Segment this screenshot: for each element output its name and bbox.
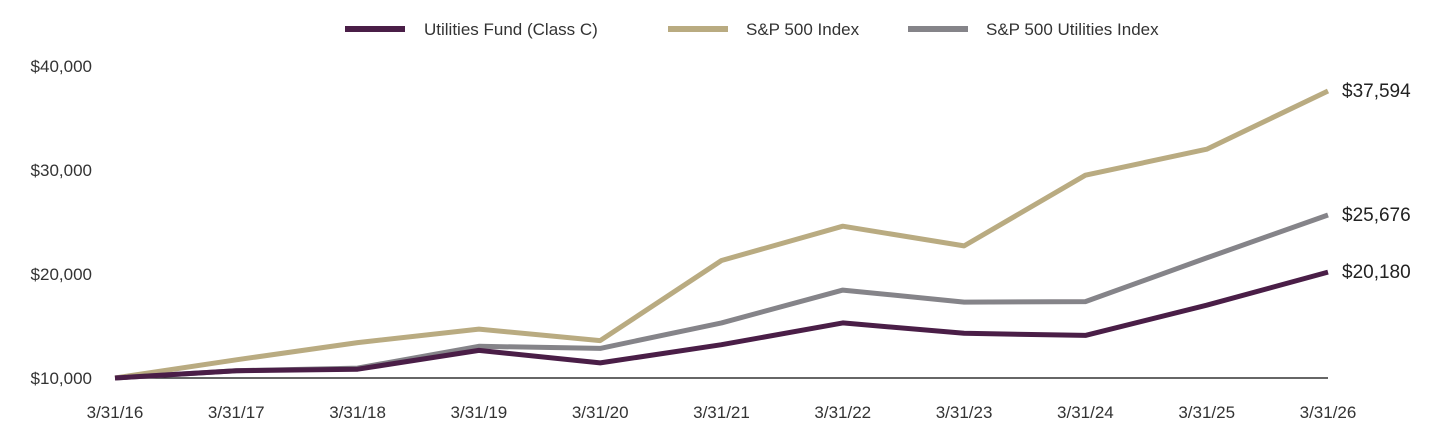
x-tick-label: 3/31/24 — [1057, 403, 1114, 422]
legend-entry-utilities-fund: Utilities Fund (Class C) — [345, 20, 598, 39]
legend-label-sp500-utilities: S&P 500 Utilities Index — [986, 20, 1159, 39]
x-tick-label: 3/31/26 — [1300, 403, 1357, 422]
legend: Utilities Fund (Class C) S&P 500 Index S… — [345, 20, 1159, 39]
x-tick-label: 3/31/22 — [814, 403, 871, 422]
y-tick-label: $20,000 — [31, 265, 92, 284]
legend-label-sp500: S&P 500 Index — [746, 20, 860, 39]
x-tick-label: 3/31/19 — [451, 403, 508, 422]
y-axis-ticks: $10,000 $20,000 $30,000 $40,000 — [31, 57, 92, 388]
end-label-sp500-utilities: $25,676 — [1342, 205, 1411, 226]
x-tick-label: 3/31/25 — [1178, 403, 1235, 422]
y-tick-label: $40,000 — [31, 57, 92, 76]
x-axis-ticks: 3/31/16 3/31/17 3/31/18 3/31/19 3/31/20 3/31/… — [87, 403, 1357, 422]
x-tick-label: 3/31/17 — [208, 403, 265, 422]
y-tick-label: $10,000 — [31, 369, 92, 388]
legend-label-utilities-fund: Utilities Fund (Class C) — [424, 20, 598, 39]
series-line-sp500 — [114, 88, 1330, 381]
end-label-utilities-fund: $20,180 — [1342, 262, 1411, 283]
legend-entry-sp500-utilities: S&P 500 Utilities Index — [908, 20, 1159, 39]
series-lines — [114, 88, 1330, 381]
legend-entry-sp500: S&P 500 Index — [668, 20, 860, 39]
x-tick-label: 3/31/18 — [329, 403, 386, 422]
end-labels: $20,180 $37,594 $25,676 — [1342, 81, 1411, 283]
series-line-utilities-fund — [114, 269, 1329, 381]
x-tick-label: 3/31/21 — [693, 403, 750, 422]
x-tick-label: 3/31/23 — [936, 403, 993, 422]
x-tick-label: 3/31/20 — [572, 403, 629, 422]
y-tick-label: $30,000 — [31, 161, 92, 180]
end-label-sp500: $37,594 — [1342, 81, 1411, 102]
x-tick-label: 3/31/16 — [87, 403, 144, 422]
